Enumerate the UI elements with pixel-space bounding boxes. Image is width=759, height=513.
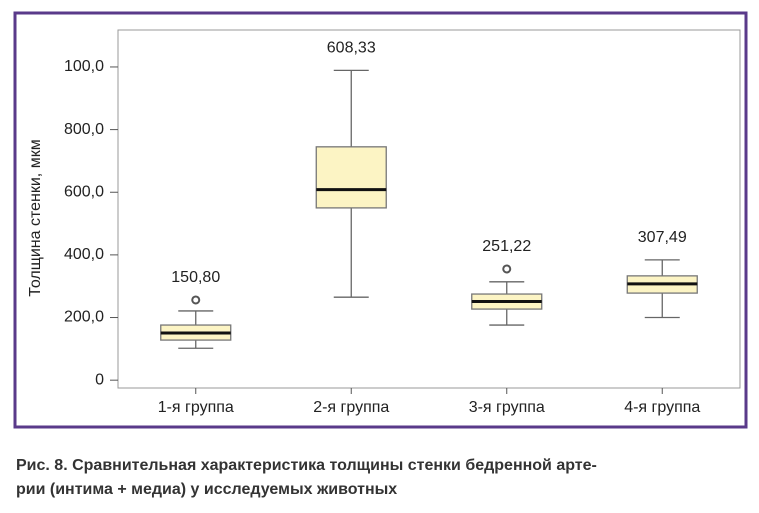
x-tick-label: 3-я группа [469,399,545,416]
value-label: 150,80 [171,269,220,286]
caption-line: рии (интима + медиа) у исследуемых живот… [16,481,397,498]
y-tick-label: 600,0 [64,183,104,200]
outlier [502,264,512,274]
x-tick-label: 2-я группа [313,399,389,416]
caption-line: Рис. 8. Сравнительная характеристика тол… [16,457,597,474]
y-tick-label: 800,0 [64,121,104,138]
outer-frame [13,11,748,429]
value-label: 608,33 [327,40,376,57]
plot-frame [117,29,741,389]
y-axis-label: Толщина стенки, мкм [27,139,44,296]
y-tick-label: 0 [95,371,104,388]
y-tick-label: 100,0 [64,58,104,75]
x-tick-label: 4-я группа [624,399,700,416]
value-label: 307,49 [638,229,687,246]
y-tick-label: 400,0 [64,246,104,263]
outlier [191,295,201,305]
y-tick-label: 200,0 [64,309,104,326]
x-tick-label: 1-я группа [158,399,234,416]
box [315,146,387,209]
value-label: 251,22 [482,238,531,255]
